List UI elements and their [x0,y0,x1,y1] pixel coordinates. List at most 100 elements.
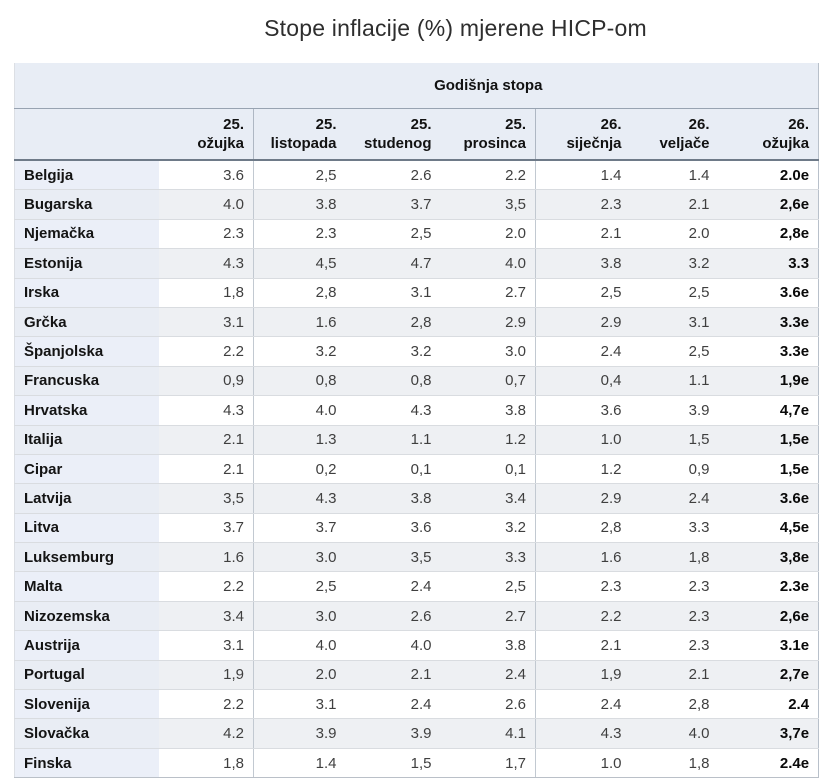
value-cell: 3.3e [718,307,819,338]
country-cell: Cipar [14,454,159,485]
table-row: Belgija 3.6 2,5 2.6 2.2 1.4 1.4 2.0e [14,160,819,191]
value-cell: 2.4 [535,689,631,720]
value-cell: 0,1 [440,454,536,485]
table-row: Slovenija 2.2 3.1 2.4 2.6 2.4 2,8 2.4 [14,689,819,720]
value-cell: 2.4 [630,483,719,514]
value-cell: 2,5 [440,571,536,602]
value-cell: 2,6e [718,601,819,632]
value-cell: 1.4 [253,748,346,778]
value-cell: 2.9 [440,307,536,338]
country-cell: Luksemburg [14,542,159,573]
value-cell: 2.4 [345,571,441,602]
table-row: Cipar 2.1 0,2 0,1 0,1 1.2 0,9 1,5e [14,454,819,485]
value-cell: 2.3 [535,189,631,220]
value-cell: 1.0 [535,748,631,778]
value-cell: 3.6 [345,513,441,544]
value-cell: 3.2 [630,248,719,279]
value-cell: 3.6 [535,395,631,426]
table-row: Francuska 0,9 0,8 0,8 0,7 0,4 1.1 1,9e [14,366,819,397]
value-cell: 3.1e [718,630,819,661]
value-cell: 3.4 [158,601,254,632]
country-cell: Litva [14,513,159,544]
value-cell: 4.0 [440,248,536,279]
value-cell: 4.7 [345,248,441,279]
value-cell: 4.0 [345,630,441,661]
value-cell: 2.1 [345,660,441,691]
table-row: Malta 2.2 2,5 2.4 2,5 2.3 2.3 2.3e [14,571,819,602]
value-cell: 3.8 [440,630,536,661]
value-cell: 1.4 [535,160,631,191]
value-cell: 2.0 [440,219,536,250]
value-cell: 2,8e [718,219,819,250]
value-cell: 2,5 [535,278,631,308]
table-row: Slovačka 4.2 3.9 3.9 4.1 4.3 4.0 3,7e [14,718,819,749]
country-cell: Nizozemska [14,601,159,632]
value-cell: 3.1 [630,307,719,338]
value-cell: 1,9 [535,660,631,691]
value-cell: 3.1 [345,278,441,308]
column-header-siječnja: 26. siječnja [535,108,631,161]
country-cell: Estonija [14,248,159,279]
value-cell: 3.8 [253,189,346,220]
value-cell: 4.1 [440,718,536,749]
value-cell: 2.2 [158,689,254,720]
value-cell: 1.2 [440,425,536,455]
value-cell: 2.0e [718,160,819,191]
value-cell: 4.0 [630,718,719,749]
value-cell: 2,8 [253,278,346,308]
value-cell: 4.0 [253,630,346,661]
value-cell: 2.9 [535,307,631,338]
value-cell: 2.1 [535,219,631,250]
country-cell: Belgija [14,160,159,191]
table-row: Finska 1,8 1.4 1,5 1,7 1.0 1,8 2.4e [14,748,819,778]
country-cell: Finska [14,748,159,778]
value-cell: 2.3 [630,571,719,602]
value-cell: 2,8 [345,307,441,338]
value-cell: 1,5 [345,748,441,778]
value-cell: 1.1 [345,425,441,455]
value-cell: 2,7e [718,660,819,691]
value-cell: 1,7 [440,748,536,778]
value-cell: 1.0 [535,425,631,455]
country-cell: Malta [14,571,159,602]
value-cell: 3.0 [440,336,536,367]
country-cell: Njemačka [14,219,159,250]
value-cell: 3,5 [440,189,536,220]
country-cell: Irska [14,278,159,308]
value-cell: 2.7 [440,601,536,632]
value-cell: 1,5 [630,425,719,455]
value-cell: 2.1 [158,425,254,455]
table-row: Italija 2.1 1.3 1.1 1.2 1.0 1,5 1,5e [14,425,819,455]
value-cell: 2.7 [440,278,536,308]
value-cell: 3,5 [345,542,441,573]
value-cell: 3.6e [718,278,819,308]
table-row: Španjolska 2.2 3.2 3.2 3.0 2.4 2,5 3.3e [14,336,819,367]
table-body: Belgija 3.6 2,5 2.6 2.2 1.4 1.4 2.0e Bugarska 4.0… [14,160,819,778]
table-row: Austrija 3.1 4.0 4.0 3.8 2.1 2.3 3.1e [14,630,819,661]
value-cell: 1,9 [158,660,254,691]
column-header-listopada: 25. listopada [253,108,346,161]
country-cell: Bugarska [14,189,159,220]
value-cell: 2,8 [630,689,719,720]
value-cell: 1.6 [535,542,631,573]
value-cell: 3.7 [158,513,254,544]
country-cell: Austrija [14,630,159,661]
value-cell: 2.2 [158,336,254,367]
table-row: Njemačka 2.3 2.3 2,5 2.0 2.1 2.0 2,8e [14,219,819,250]
value-cell: 4.2 [158,718,254,749]
country-column-header [14,108,159,161]
value-cell: 1.2 [535,454,631,485]
value-cell: 2.4 [718,689,819,720]
value-cell: 0,8 [345,366,441,397]
value-cell: 2.1 [158,454,254,485]
table-row: Bugarska 4.0 3.8 3.7 3,5 2.3 2.1 2,6e [14,189,819,220]
value-cell: 4.3 [535,718,631,749]
value-cell: 0,2 [253,454,346,485]
value-cell: 1,5e [718,425,819,455]
value-cell: 2.4 [345,689,441,720]
value-cell: 3.1 [158,307,254,338]
table-row: Portugal 1,9 2.0 2.1 2.4 1,9 2.1 2,7e [14,660,819,691]
value-cell: 2.3 [535,571,631,602]
value-cell: 4.0 [158,189,254,220]
value-cell: 2,8 [535,513,631,544]
